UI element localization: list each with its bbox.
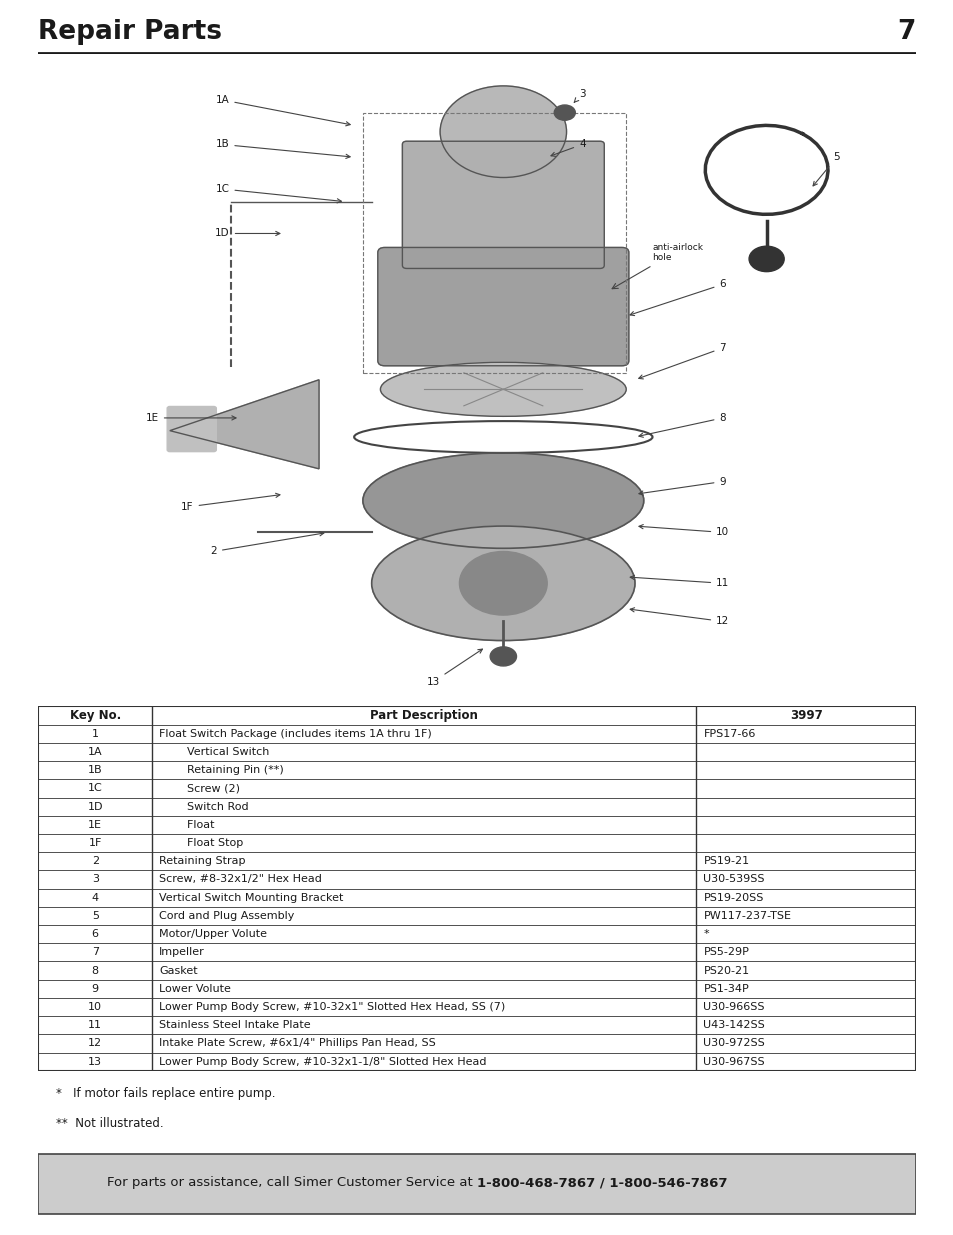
Text: anti-airlock
hole: anti-airlock hole: [652, 243, 702, 262]
Text: Vertical Switch Mounting Bracket: Vertical Switch Mounting Bracket: [159, 893, 343, 903]
Text: Switch Rod: Switch Rod: [159, 802, 249, 811]
Text: Gasket: Gasket: [159, 966, 197, 976]
Text: 12: 12: [88, 1039, 102, 1049]
Text: PS19-20SS: PS19-20SS: [702, 893, 763, 903]
Text: 6: 6: [629, 279, 725, 316]
Text: 7: 7: [91, 947, 99, 957]
Text: 10: 10: [639, 525, 728, 537]
Text: Lower Volute: Lower Volute: [159, 984, 231, 994]
Text: 4: 4: [551, 140, 585, 157]
Bar: [38, 1155, 915, 1214]
Text: PS20-21: PS20-21: [702, 966, 749, 976]
Text: 11: 11: [88, 1020, 102, 1030]
Text: 2: 2: [211, 532, 323, 557]
Text: Cord and Plug Assembly: Cord and Plug Assembly: [159, 911, 294, 921]
Text: Float Stop: Float Stop: [159, 839, 243, 848]
Text: FPS17-66: FPS17-66: [702, 729, 755, 739]
Text: 13: 13: [426, 650, 482, 687]
Text: 1A: 1A: [88, 747, 102, 757]
Text: U43-142SS: U43-142SS: [702, 1020, 764, 1030]
Text: 10: 10: [88, 1002, 102, 1011]
Text: **  Not illustrated.: ** Not illustrated.: [55, 1116, 163, 1130]
Text: 1E: 1E: [146, 412, 235, 422]
Text: Float Switch Package (includes items 1A thru 1F): Float Switch Package (includes items 1A …: [159, 729, 432, 739]
Text: 1C: 1C: [215, 184, 341, 203]
Text: 1E: 1E: [88, 820, 102, 830]
Text: 1A: 1A: [215, 95, 350, 126]
Text: PS5-29P: PS5-29P: [702, 947, 748, 957]
FancyBboxPatch shape: [377, 247, 628, 366]
Text: 3: 3: [91, 874, 98, 884]
Circle shape: [459, 552, 547, 615]
Text: 3: 3: [574, 89, 585, 103]
Text: 9: 9: [639, 477, 725, 495]
Text: 1D: 1D: [215, 228, 279, 238]
Text: For parts or assistance, call Simer Customer Service at: For parts or assistance, call Simer Cust…: [107, 1177, 476, 1189]
Text: 5: 5: [91, 911, 98, 921]
Text: PW117-237-TSE: PW117-237-TSE: [702, 911, 791, 921]
Text: 7: 7: [897, 19, 915, 44]
Text: Part Description: Part Description: [370, 709, 477, 722]
Text: Motor/Upper Volute: Motor/Upper Volute: [159, 929, 267, 939]
Text: Float: Float: [159, 820, 214, 830]
Text: PS1-34P: PS1-34P: [702, 984, 748, 994]
Text: 1B: 1B: [215, 140, 350, 158]
Text: 1-800-468-7867 / 1-800-546-7867: 1-800-468-7867 / 1-800-546-7867: [476, 1177, 727, 1189]
Text: PS19-21: PS19-21: [702, 856, 749, 866]
Text: *   If motor fails replace entire pump.: * If motor fails replace entire pump.: [55, 1087, 274, 1100]
Text: U30-539SS: U30-539SS: [702, 874, 764, 884]
Text: 3997: 3997: [789, 709, 821, 722]
Text: Intake Plate Screw, #6x1/4" Phillips Pan Head, SS: Intake Plate Screw, #6x1/4" Phillips Pan…: [159, 1039, 436, 1049]
Text: 1C: 1C: [88, 783, 103, 793]
Ellipse shape: [380, 362, 625, 416]
Text: Retaining Strap: Retaining Strap: [159, 856, 246, 866]
Text: Repair Parts: Repair Parts: [38, 19, 222, 44]
Text: 2: 2: [91, 856, 99, 866]
Text: 5: 5: [812, 152, 840, 185]
Text: 12: 12: [630, 608, 729, 626]
Text: 11: 11: [630, 576, 729, 588]
Text: 6: 6: [91, 929, 98, 939]
Circle shape: [439, 86, 566, 178]
Text: 4: 4: [91, 893, 99, 903]
Text: 7: 7: [639, 343, 725, 379]
Text: 8: 8: [91, 966, 99, 976]
Text: U30-967SS: U30-967SS: [702, 1057, 764, 1067]
Text: Lower Pump Body Screw, #10-32x1-1/8" Slotted Hex Head: Lower Pump Body Screw, #10-32x1-1/8" Slo…: [159, 1057, 486, 1067]
Text: Retaining Pin (**): Retaining Pin (**): [159, 766, 284, 776]
Text: Vertical Switch: Vertical Switch: [159, 747, 270, 757]
Text: *: *: [702, 929, 708, 939]
Text: Lower Pump Body Screw, #10-32x1" Slotted Hex Head, SS (7): Lower Pump Body Screw, #10-32x1" Slotted…: [159, 1002, 505, 1011]
Text: 8: 8: [639, 412, 725, 437]
Ellipse shape: [372, 526, 635, 641]
Text: Stainless Steel Intake Plate: Stainless Steel Intake Plate: [159, 1020, 311, 1030]
Text: 1B: 1B: [88, 766, 102, 776]
Ellipse shape: [362, 453, 643, 548]
FancyBboxPatch shape: [402, 141, 603, 268]
Circle shape: [748, 246, 783, 272]
Polygon shape: [170, 380, 318, 469]
FancyBboxPatch shape: [167, 406, 216, 452]
Circle shape: [490, 647, 516, 666]
Text: Key No.: Key No.: [70, 709, 121, 722]
Text: 1F: 1F: [181, 493, 279, 513]
Text: Screw (2): Screw (2): [159, 783, 240, 793]
Circle shape: [554, 105, 575, 120]
Text: Screw, #8-32x1/2" Hex Head: Screw, #8-32x1/2" Hex Head: [159, 874, 322, 884]
Text: 1: 1: [91, 729, 98, 739]
Text: Impeller: Impeller: [159, 947, 205, 957]
Text: 1F: 1F: [89, 839, 102, 848]
Text: 1D: 1D: [88, 802, 103, 811]
Text: 9: 9: [91, 984, 99, 994]
Text: U30-966SS: U30-966SS: [702, 1002, 764, 1011]
Text: U30-972SS: U30-972SS: [702, 1039, 764, 1049]
Text: 13: 13: [88, 1057, 102, 1067]
